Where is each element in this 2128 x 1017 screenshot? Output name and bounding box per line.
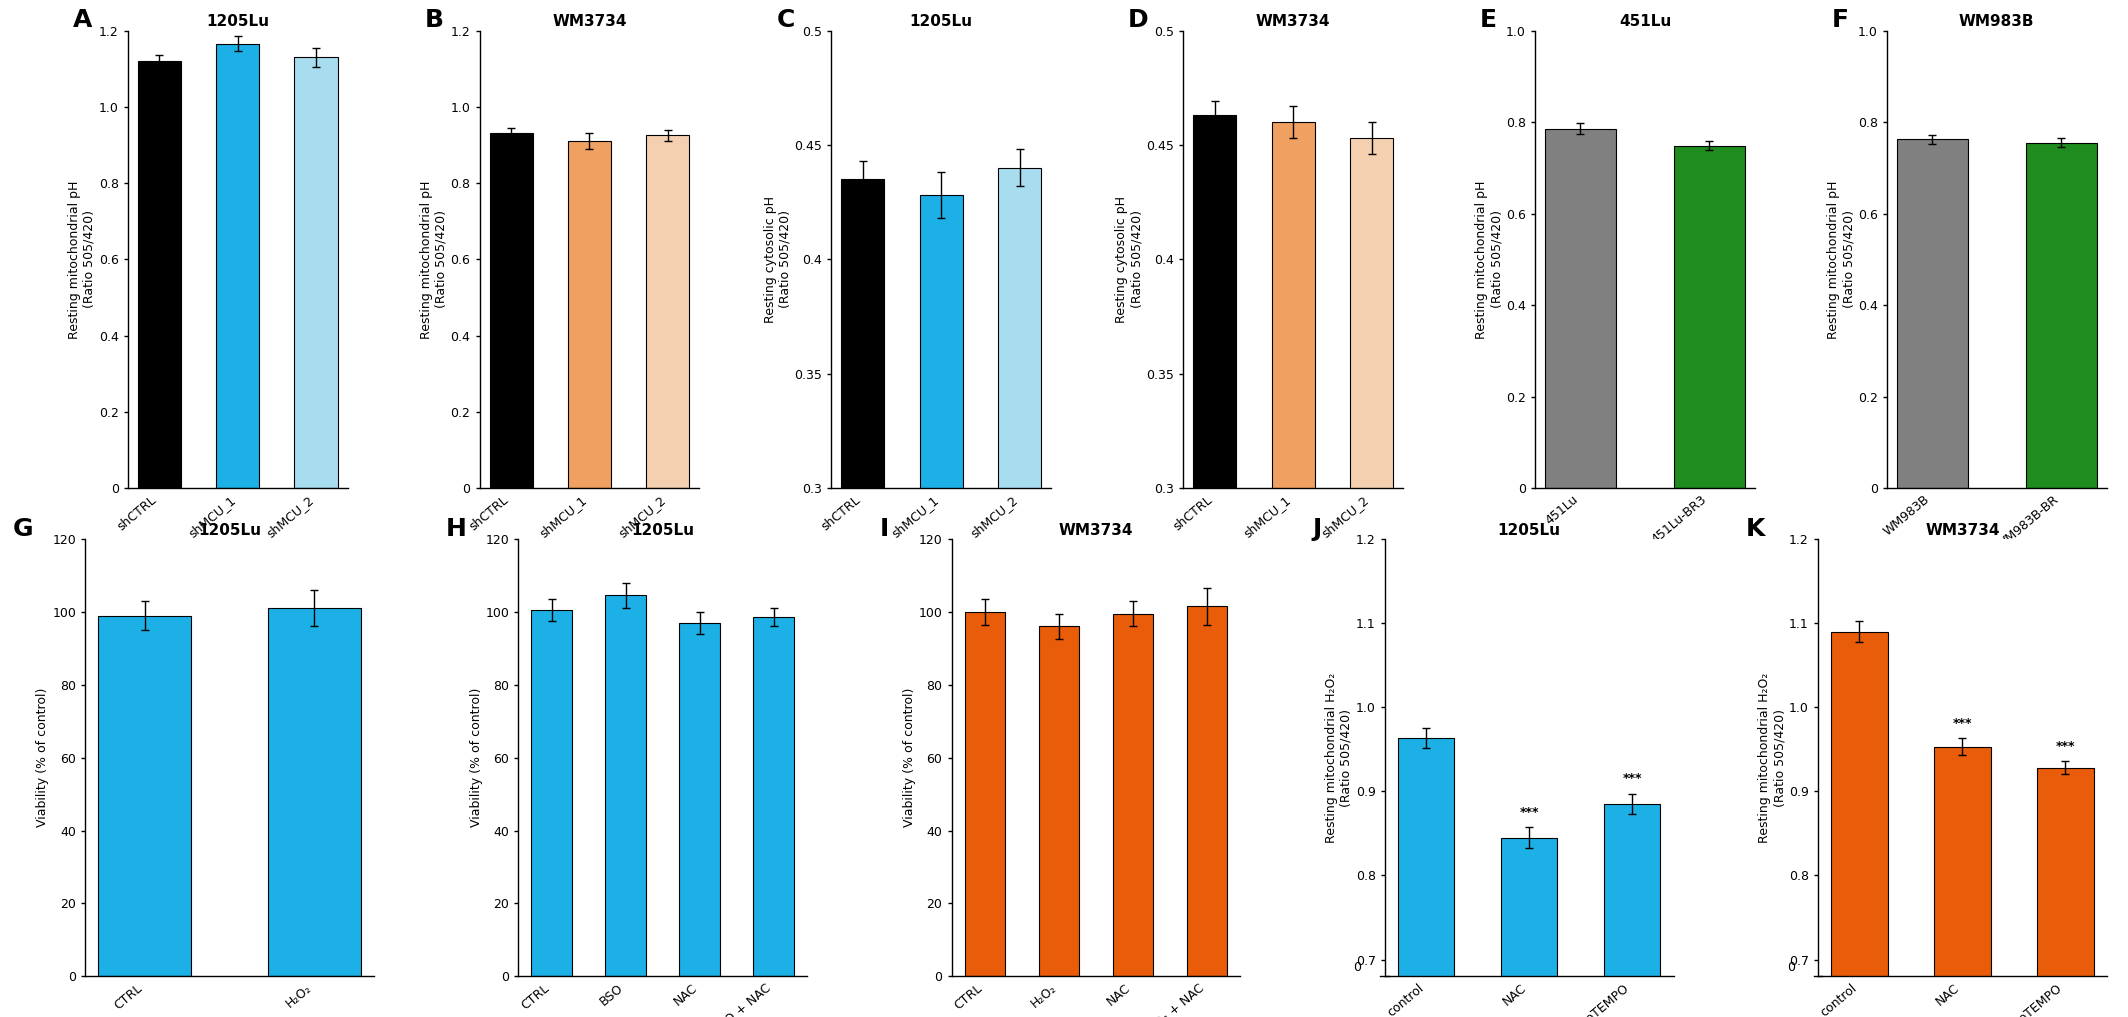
- Text: 0: 0: [1788, 961, 1794, 974]
- Bar: [294, 57, 338, 488]
- Bar: [1896, 139, 1968, 488]
- Title: 1205Lu: 1205Lu: [632, 523, 694, 538]
- Text: A: A: [72, 7, 92, 32]
- Y-axis label: Resting mitochondrial pH
(Ratio 505/420): Resting mitochondrial pH (Ratio 505/420): [419, 180, 447, 339]
- Bar: [919, 195, 962, 1017]
- Text: H: H: [447, 518, 466, 541]
- Bar: [1545, 129, 1615, 488]
- Text: I: I: [879, 518, 890, 541]
- Y-axis label: Resting mitochondrial pH
(Ratio 505/420): Resting mitochondrial pH (Ratio 505/420): [1828, 180, 1856, 339]
- Title: 1205Lu: 1205Lu: [198, 523, 262, 538]
- Y-axis label: Viability (% of control): Viability (% of control): [470, 687, 483, 828]
- Text: F: F: [1832, 7, 1849, 32]
- Bar: [268, 608, 362, 976]
- Text: E: E: [1481, 7, 1496, 32]
- Title: WM3734: WM3734: [1058, 523, 1134, 538]
- Y-axis label: Viability (% of control): Viability (% of control): [902, 687, 915, 828]
- Text: D: D: [1128, 7, 1149, 32]
- Bar: [1830, 632, 1888, 1017]
- Text: K: K: [1745, 518, 1764, 541]
- Title: WM3734: WM3734: [1926, 523, 2000, 538]
- Bar: [138, 61, 181, 488]
- Bar: [2026, 142, 2096, 488]
- Title: WM3734: WM3734: [551, 14, 628, 29]
- Title: 1205Lu: 1205Lu: [911, 14, 972, 29]
- Y-axis label: Resting mitochondrial H₂O₂
(Ratio 505/420): Resting mitochondrial H₂O₂ (Ratio 505/42…: [1326, 672, 1353, 843]
- Bar: [1194, 115, 1236, 1017]
- Title: WM983B: WM983B: [1960, 14, 2034, 29]
- Bar: [647, 135, 689, 488]
- Title: 1205Lu: 1205Lu: [206, 14, 268, 29]
- Y-axis label: Resting mitochondrial H₂O₂
(Ratio 505/420): Resting mitochondrial H₂O₂ (Ratio 505/42…: [1758, 672, 1785, 843]
- Text: C: C: [777, 7, 794, 32]
- Bar: [1675, 145, 1745, 488]
- Text: ***: ***: [1622, 773, 1643, 785]
- Text: ***: ***: [1954, 717, 1973, 730]
- Bar: [1113, 613, 1153, 976]
- Bar: [1934, 746, 1990, 1017]
- Bar: [98, 615, 192, 976]
- Bar: [841, 179, 885, 1017]
- Bar: [1500, 838, 1558, 1017]
- Bar: [604, 596, 647, 976]
- Text: 0: 0: [1353, 961, 1362, 974]
- Text: ***: ***: [2056, 739, 2075, 753]
- Y-axis label: Resting cytosolic pH
(Ratio 505/420): Resting cytosolic pH (Ratio 505/420): [764, 196, 792, 322]
- Bar: [2036, 768, 2094, 1017]
- Bar: [998, 168, 1041, 1017]
- Bar: [489, 133, 532, 488]
- Text: ***: ***: [1519, 806, 1539, 819]
- Text: G: G: [13, 518, 34, 541]
- Y-axis label: Resting mitochondrial pH
(Ratio 505/420): Resting mitochondrial pH (Ratio 505/420): [68, 180, 96, 339]
- Y-axis label: Resting mitochondrial pH
(Ratio 505/420): Resting mitochondrial pH (Ratio 505/420): [1475, 180, 1502, 339]
- Text: J: J: [1313, 518, 1321, 541]
- Text: B: B: [423, 7, 443, 32]
- Bar: [1398, 738, 1453, 1017]
- Title: 1205Lu: 1205Lu: [1498, 523, 1560, 538]
- Bar: [964, 612, 1004, 976]
- Bar: [1187, 606, 1228, 976]
- Bar: [532, 610, 572, 976]
- Bar: [1273, 122, 1315, 1017]
- Title: WM3734: WM3734: [1256, 14, 1330, 29]
- Bar: [1605, 803, 1660, 1017]
- Bar: [1349, 138, 1394, 1017]
- Bar: [568, 141, 611, 488]
- Title: 451Lu: 451Lu: [1619, 14, 1670, 29]
- Y-axis label: Resting cytosolic pH
(Ratio 505/420): Resting cytosolic pH (Ratio 505/420): [1115, 196, 1143, 322]
- Bar: [679, 622, 719, 976]
- Bar: [753, 617, 794, 976]
- Y-axis label: Viability (% of control): Viability (% of control): [36, 687, 49, 828]
- Bar: [1038, 626, 1079, 976]
- Bar: [217, 44, 260, 488]
